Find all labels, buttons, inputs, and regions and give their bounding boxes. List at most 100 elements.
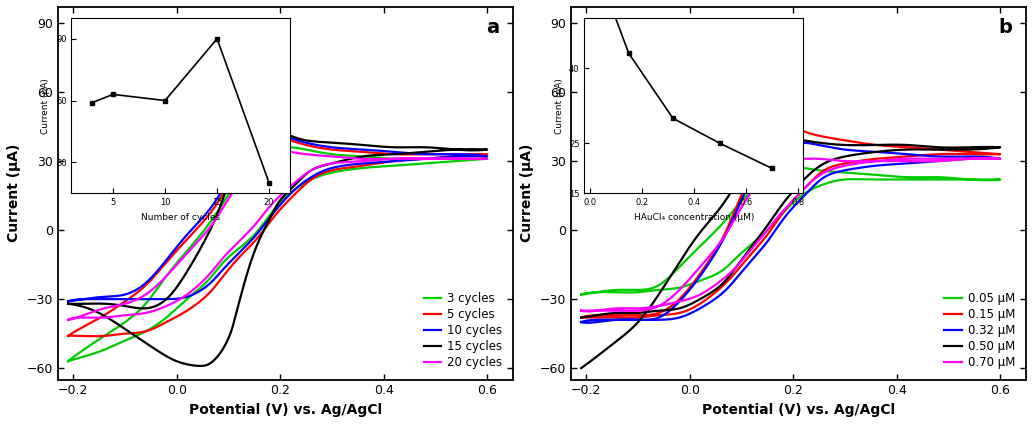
20 cycles	[293, 176, 306, 181]
0.32 μM	[575, 320, 588, 325]
5 cycles	[293, 187, 306, 192]
0.15 μM	[789, 126, 802, 131]
0.15 μM	[716, 236, 728, 241]
0.05 μM	[793, 165, 806, 170]
0.05 μM	[765, 174, 778, 179]
15 cycles	[209, 217, 221, 222]
Legend: 3 cycles, 5 cycles, 10 cycles, 15 cycles, 20 cycles: 3 cycles, 5 cycles, 10 cycles, 15 cycles…	[419, 287, 507, 374]
15 cycles	[422, 145, 435, 150]
0.50 μM	[807, 169, 819, 174]
10 cycles	[293, 183, 306, 188]
15 cycles	[364, 153, 376, 158]
Line: 0.15 μM: 0.15 μM	[582, 129, 1000, 318]
10 cycles	[252, 143, 264, 148]
5 cycles	[272, 135, 284, 140]
Line: 10 cycles: 10 cycles	[68, 136, 488, 301]
20 cycles	[252, 162, 264, 167]
0.70 μM	[765, 167, 778, 172]
Line: 0.70 μM: 0.70 μM	[582, 158, 1000, 311]
15 cycles	[62, 301, 74, 306]
0.15 μM	[807, 178, 819, 183]
0.70 μM	[882, 157, 895, 162]
0.50 μM	[791, 137, 804, 142]
0.15 μM	[624, 315, 636, 320]
0.15 μM	[575, 315, 588, 320]
0.15 μM	[575, 315, 588, 320]
X-axis label: Potential (V) vs. Ag/AgCl: Potential (V) vs. Ag/AgCl	[189, 403, 382, 417]
0.70 μM	[582, 309, 594, 314]
5 cycles	[252, 145, 264, 151]
0.05 μM	[575, 292, 588, 297]
3 cycles	[62, 359, 74, 364]
0.15 μM	[758, 235, 771, 240]
0.50 μM	[575, 365, 588, 371]
Line: 0.05 μM: 0.05 μM	[582, 168, 1000, 295]
Text: a: a	[487, 18, 499, 37]
Line: 0.32 μM: 0.32 μM	[582, 142, 1000, 323]
10 cycles	[62, 299, 74, 304]
5 cycles	[204, 212, 216, 217]
0.70 μM	[936, 158, 948, 163]
20 cycles	[425, 156, 437, 162]
3 cycles	[252, 154, 264, 159]
10 cycles	[246, 237, 258, 242]
15 cycles	[246, 254, 258, 259]
0.05 μM	[758, 230, 771, 235]
0.32 μM	[582, 320, 594, 325]
Legend: 0.05 μM, 0.15 μM, 0.32 μM, 0.50 μM, 0.70 μM: 0.05 μM, 0.15 μM, 0.32 μM, 0.50 μM, 0.70…	[940, 287, 1021, 374]
20 cycles	[62, 317, 74, 322]
0.32 μM	[882, 162, 895, 167]
5 cycles	[90, 334, 102, 339]
0.15 μM	[765, 142, 778, 147]
5 cycles	[62, 333, 74, 338]
10 cycles	[62, 299, 74, 304]
15 cycles	[194, 363, 207, 368]
Line: 0.50 μM: 0.50 μM	[582, 140, 1000, 368]
15 cycles	[288, 183, 301, 188]
5 cycles	[62, 333, 74, 338]
0.15 μM	[938, 148, 950, 153]
0.70 μM	[716, 237, 728, 242]
5 cycles	[246, 242, 258, 247]
0.32 μM	[794, 140, 807, 145]
0.05 μM	[575, 292, 588, 297]
0.70 μM	[575, 308, 588, 313]
X-axis label: Potential (V) vs. Ag/AgCl: Potential (V) vs. Ag/AgCl	[701, 403, 895, 417]
Y-axis label: Current (μA): Current (μA)	[7, 144, 21, 243]
Line: 5 cycles: 5 cycles	[68, 138, 488, 336]
0.70 μM	[979, 156, 992, 161]
20 cycles	[204, 226, 216, 231]
10 cycles	[272, 133, 284, 138]
0.50 μM	[882, 148, 895, 153]
0.32 μM	[807, 184, 819, 190]
0.32 μM	[765, 151, 778, 156]
3 cycles	[246, 234, 258, 240]
0.50 μM	[765, 147, 778, 152]
0.70 μM	[807, 178, 819, 183]
0.70 μM	[758, 231, 771, 236]
Line: 15 cycles: 15 cycles	[68, 122, 488, 366]
20 cycles	[369, 158, 381, 163]
0.32 μM	[575, 320, 588, 325]
3 cycles	[62, 359, 74, 364]
Line: 3 cycles: 3 cycles	[68, 147, 488, 361]
20 cycles	[62, 317, 74, 322]
0.15 μM	[882, 155, 895, 160]
0.50 μM	[758, 226, 771, 232]
3 cycles	[425, 156, 437, 161]
0.32 μM	[938, 154, 950, 159]
15 cycles	[62, 301, 74, 306]
3 cycles	[280, 145, 292, 150]
0.50 μM	[938, 145, 950, 150]
3 cycles	[369, 165, 381, 170]
0.50 μM	[716, 202, 728, 207]
0.05 μM	[807, 187, 819, 192]
0.32 μM	[716, 238, 728, 243]
Text: b: b	[999, 18, 1012, 37]
20 cycles	[279, 149, 291, 154]
0.32 μM	[758, 242, 771, 247]
0.70 μM	[575, 308, 588, 313]
5 cycles	[369, 161, 381, 166]
15 cycles	[256, 119, 269, 124]
0.05 μM	[882, 177, 895, 182]
